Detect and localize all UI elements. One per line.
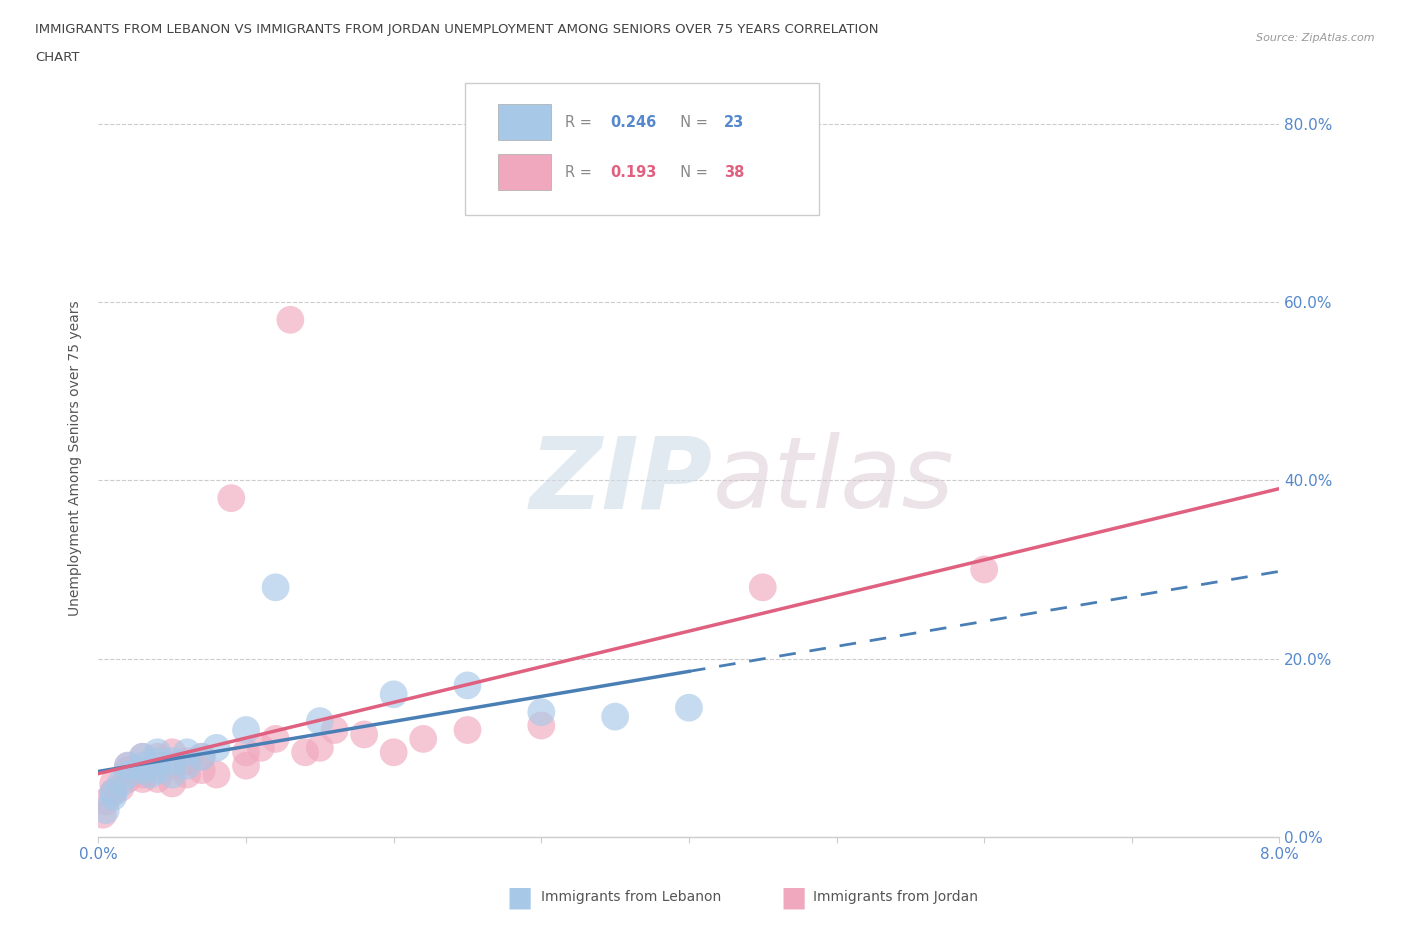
Point (205, 767, 228, 782)
Point (278, 312, 302, 327)
Point (176, 767, 198, 782)
Point (162, 753, 183, 768)
Point (530, 718, 553, 733)
Point (205, 740, 228, 755)
Point (382, 687, 405, 702)
Point (132, 750, 155, 764)
Text: Source: ZipAtlas.com: Source: ZipAtlas.com (1257, 33, 1375, 43)
Point (678, 700, 700, 715)
Text: Immigrants from Jordan: Immigrants from Jordan (813, 890, 977, 905)
Text: 0.246: 0.246 (610, 114, 657, 130)
Point (139, 767, 162, 782)
Point (751, 580, 773, 595)
Point (117, 763, 139, 777)
Point (117, 758, 139, 773)
Text: R =: R = (565, 165, 596, 179)
Point (132, 763, 155, 777)
Point (91, 807, 114, 822)
FancyBboxPatch shape (498, 154, 551, 191)
Point (412, 732, 434, 747)
Point (382, 745, 405, 760)
Point (110, 776, 132, 790)
Text: N =: N = (671, 165, 713, 179)
Point (146, 763, 169, 777)
Point (191, 750, 214, 764)
Point (456, 723, 478, 737)
Point (132, 750, 155, 764)
Point (117, 758, 139, 773)
Point (117, 767, 139, 782)
Text: 23: 23 (724, 114, 745, 130)
Point (176, 745, 198, 760)
FancyBboxPatch shape (498, 104, 551, 140)
Point (605, 710, 627, 724)
Point (132, 767, 155, 782)
Text: CHART: CHART (35, 51, 80, 64)
Point (530, 705, 553, 720)
Point (235, 745, 257, 760)
Point (162, 745, 183, 760)
Point (146, 772, 169, 787)
Point (219, 491, 242, 506)
Point (973, 562, 995, 577)
Text: R =: R = (565, 114, 596, 130)
Text: atlas: atlas (713, 432, 955, 529)
Point (117, 772, 139, 787)
Point (235, 723, 257, 737)
Point (103, 776, 125, 790)
Point (308, 713, 332, 728)
Point (94, 794, 117, 809)
Point (162, 758, 183, 773)
Y-axis label: Unemployment Among Seniors over 75 years: Unemployment Among Seniors over 75 years (69, 300, 83, 616)
Point (103, 785, 125, 800)
Point (191, 763, 214, 777)
Point (456, 678, 478, 693)
Point (132, 758, 155, 773)
Point (264, 580, 287, 595)
Text: ZIP: ZIP (530, 432, 713, 529)
Point (264, 732, 287, 747)
Point (294, 745, 316, 760)
Point (132, 772, 155, 787)
Point (103, 790, 125, 804)
Point (146, 758, 169, 773)
Text: N =: N = (671, 114, 713, 130)
Point (353, 727, 375, 742)
Point (146, 745, 169, 760)
Point (235, 758, 257, 773)
Point (110, 780, 132, 795)
Point (323, 723, 346, 737)
Point (162, 776, 183, 790)
Point (176, 758, 198, 773)
Text: IMMIGRANTS FROM LEBANON VS IMMIGRANTS FROM JORDAN UNEMPLOYMENT AMONG SENIORS OVE: IMMIGRANTS FROM LEBANON VS IMMIGRANTS FR… (35, 23, 879, 36)
Point (103, 785, 125, 800)
Text: ■: ■ (506, 884, 533, 911)
Point (176, 753, 198, 768)
Point (191, 750, 214, 764)
Text: 0.193: 0.193 (610, 165, 657, 179)
Text: Immigrants from Lebanon: Immigrants from Lebanon (541, 890, 721, 905)
Point (146, 750, 169, 764)
Text: 38: 38 (724, 165, 745, 179)
Point (162, 767, 183, 782)
Point (94, 803, 117, 817)
Text: ■: ■ (780, 884, 807, 911)
Point (308, 740, 332, 755)
Point (250, 740, 273, 755)
FancyBboxPatch shape (464, 83, 818, 216)
Point (146, 753, 169, 768)
